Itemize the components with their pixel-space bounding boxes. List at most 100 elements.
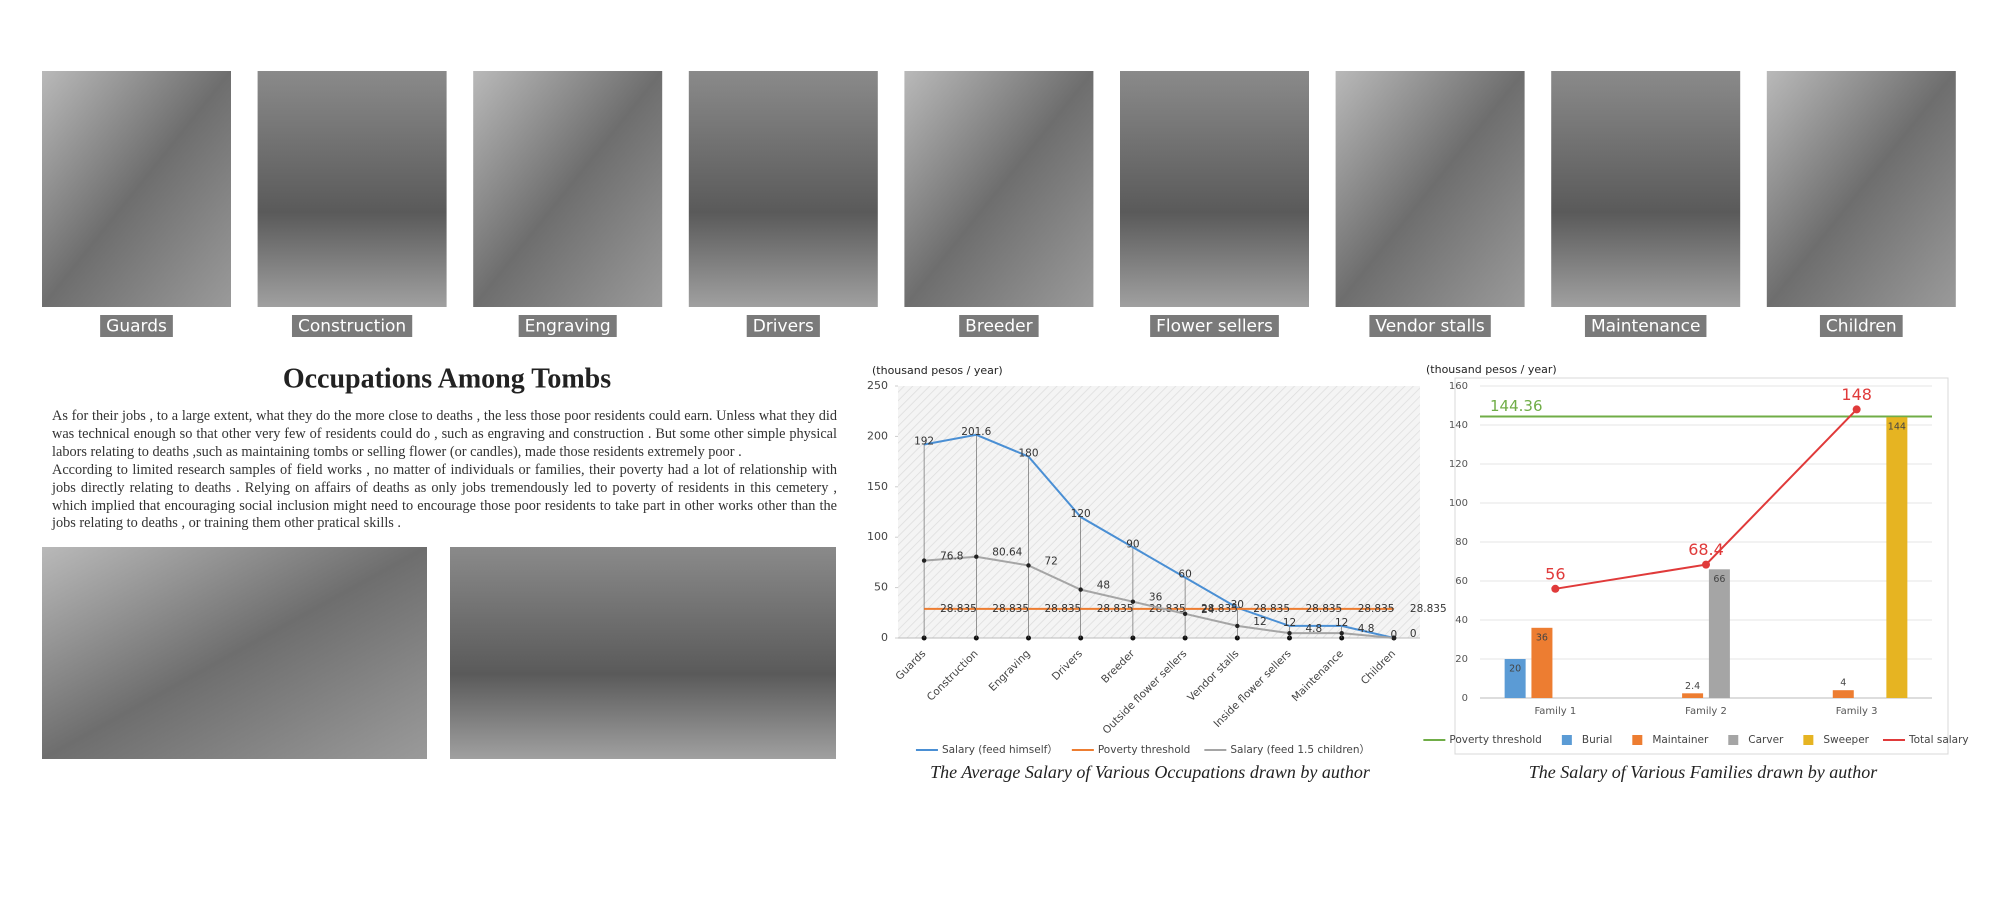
point bbox=[974, 554, 979, 559]
data-label: 28.835 bbox=[992, 603, 1029, 615]
x-tick-label: Maintenance bbox=[1290, 648, 1346, 704]
x-tick-label: Outside flower sellers bbox=[1101, 648, 1190, 737]
photo bbox=[1335, 71, 1525, 307]
photo-label: Maintenance bbox=[1591, 317, 1700, 337]
y-tick-label: 100 bbox=[1449, 498, 1468, 509]
photo bbox=[1766, 71, 1956, 307]
data-label: 28.835 bbox=[1306, 603, 1343, 615]
x-tick-label: Breeder bbox=[1099, 647, 1137, 685]
data-label: 28.835 bbox=[1045, 603, 1082, 615]
data-label: 28.835 bbox=[1410, 603, 1447, 615]
data-label: 36 bbox=[1536, 632, 1548, 643]
photo bbox=[904, 71, 1094, 307]
legend-label: Maintainer bbox=[1652, 734, 1709, 746]
x-tick-label: Family 1 bbox=[1534, 706, 1576, 717]
y-tick-label: 150 bbox=[867, 480, 888, 493]
x-tick-label: Drivers bbox=[1050, 648, 1085, 683]
data-label: 24 bbox=[1201, 604, 1215, 616]
point bbox=[1391, 635, 1397, 641]
x-tick-label: Vendor stalls bbox=[1185, 648, 1241, 704]
chart-frame bbox=[1454, 377, 1949, 755]
photo bbox=[257, 71, 447, 307]
data-label: 76.8 bbox=[940, 551, 963, 563]
chart-caption: The Salary of Various Families drawn by … bbox=[1529, 762, 1878, 782]
y-tick-label: 120 bbox=[1449, 459, 1468, 470]
legend: Poverty threshold Burial Maintainer Carver S… bbox=[1423, 734, 1969, 746]
photo bbox=[688, 71, 878, 307]
legend-key bbox=[1728, 735, 1739, 745]
data-label: 48 bbox=[1097, 580, 1110, 592]
bar bbox=[1531, 627, 1553, 698]
x-tick-label: Guards bbox=[893, 648, 928, 683]
plot-area bbox=[898, 386, 1420, 638]
photo bbox=[473, 71, 663, 307]
photo-label-bg bbox=[959, 315, 1039, 337]
point bbox=[1130, 599, 1136, 604]
data-label: 120 bbox=[1071, 508, 1091, 520]
data-label: 68.4 bbox=[1688, 540, 1724, 559]
y-tick-label: 40 bbox=[1455, 615, 1468, 626]
point bbox=[921, 558, 927, 563]
photo bbox=[1120, 71, 1309, 307]
y-tick-label: 140 bbox=[1449, 420, 1468, 431]
photo-label-bg bbox=[291, 315, 413, 337]
photo-label: Children bbox=[1826, 317, 1897, 337]
y-tick-label: 0 bbox=[881, 631, 888, 644]
point bbox=[1182, 611, 1188, 617]
bar bbox=[1832, 690, 1854, 698]
data-label: 144 bbox=[1888, 422, 1906, 433]
point bbox=[1026, 563, 1031, 568]
x-tick-label: Children bbox=[1359, 648, 1398, 687]
x-tick-label: Family 3 bbox=[1836, 706, 1878, 717]
data-label: 0 bbox=[1410, 628, 1417, 640]
photo-label-bg bbox=[518, 315, 617, 337]
bar bbox=[1682, 693, 1704, 698]
photo-label: Engraving bbox=[525, 317, 611, 337]
y-axis-label: (thousand pesos / year) bbox=[872, 364, 1003, 377]
data-label: 148 bbox=[1841, 385, 1872, 404]
photo-label-bg bbox=[1584, 315, 1707, 337]
legend-label: Salary (feed himself） bbox=[942, 744, 1058, 756]
y-tick-label: 250 bbox=[867, 379, 888, 392]
legend-label: Poverty threshold bbox=[1449, 734, 1542, 746]
paragraph: According to limited research samples of… bbox=[52, 461, 837, 532]
data-label: 201.6 bbox=[961, 426, 991, 438]
data-label: 66 bbox=[1713, 574, 1725, 585]
legend-key bbox=[1632, 735, 1643, 745]
photo-label-bg bbox=[100, 315, 173, 337]
photo-label-bg bbox=[1150, 315, 1279, 337]
photo bbox=[1551, 71, 1741, 307]
data-label: 28.835 bbox=[1201, 603, 1238, 615]
article-title: Occupations Among Tombs bbox=[283, 363, 611, 394]
point bbox=[1702, 560, 1710, 569]
bar bbox=[1708, 569, 1730, 698]
data-label: 28.835 bbox=[1358, 603, 1395, 615]
y-tick-label: 160 bbox=[1449, 381, 1468, 392]
data-label: 80.64 bbox=[992, 547, 1022, 559]
y-tick-label: 20 bbox=[1455, 654, 1468, 665]
y-axis-label: (thousand pesos / year) bbox=[1426, 363, 1557, 376]
legend: Salary (feed himself） Poverty threshold Sa… bbox=[915, 744, 1370, 756]
chart-caption: The Average Salary of Various Occupation… bbox=[930, 762, 1371, 782]
point bbox=[1852, 405, 1861, 414]
data-label: 4.8 bbox=[1306, 623, 1323, 635]
photo-label-bg bbox=[1369, 315, 1491, 337]
threshold-label: 144.36 bbox=[1490, 397, 1543, 415]
data-label: 60 bbox=[1178, 569, 1191, 581]
data-label: 4 bbox=[1840, 678, 1846, 689]
photo-label: Flower sellers bbox=[1156, 317, 1273, 337]
data-label: 56 bbox=[1545, 564, 1565, 583]
data-label: 90 bbox=[1126, 538, 1139, 550]
x-tick-label: Construction bbox=[925, 648, 981, 704]
y-tick-label: 100 bbox=[867, 530, 888, 543]
photo bbox=[42, 71, 231, 307]
data-label: 36 bbox=[1149, 592, 1163, 604]
bar bbox=[1504, 659, 1526, 698]
data-label: 4.8 bbox=[1358, 623, 1375, 635]
legend-key bbox=[1803, 735, 1814, 745]
data-label: 30 bbox=[1231, 599, 1244, 611]
y-tick-label: 200 bbox=[867, 429, 888, 442]
photo-label-bg bbox=[1819, 315, 1903, 337]
data-label: 28.835 bbox=[1097, 603, 1134, 615]
